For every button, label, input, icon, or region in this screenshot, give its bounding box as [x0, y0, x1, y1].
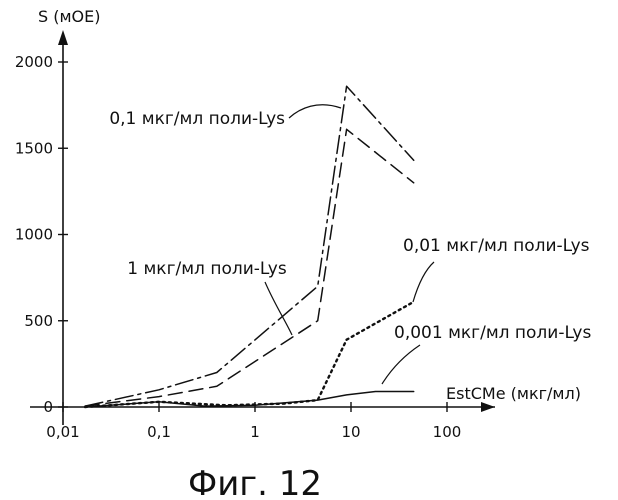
figure-caption: Фиг. 12	[188, 464, 322, 500]
series-line-1	[85, 86, 414, 406]
series-label: 0,1 мкг/мл поли-Lys	[109, 109, 285, 129]
y-tick-label: 500	[24, 312, 53, 330]
axes: 0 500 1000 1500 2000 0,01 0,1 1 10 100 S (мОЕ) EstC…	[15, 7, 581, 441]
y-axis-arrow	[58, 30, 68, 45]
x-tick-label: 1	[250, 423, 260, 441]
series-label: 0,01 мкг/мл поли-Lys	[403, 236, 590, 256]
y-axis-label: S (мОЕ)	[38, 7, 101, 26]
x-axis-arrow	[481, 402, 495, 412]
labels-layer: 0,1 мкг/мл поли-Lys 1 мкг/мл поли-Lys 0,01…	[109, 105, 591, 384]
series-label-leader	[413, 262, 434, 302]
series-line-3	[85, 302, 414, 407]
x-tick-label: 0,01	[46, 423, 79, 441]
series-label-leader	[265, 282, 292, 335]
y-tick-label: 1000	[15, 226, 53, 244]
series-label: 0,001 мкг/мл поли-Lys	[394, 323, 591, 343]
series-label-leader	[289, 105, 341, 118]
series-label-leader	[382, 345, 420, 384]
x-tick-label: 10	[341, 423, 360, 441]
series-label: 1 мкг/мл поли-Lys	[127, 259, 287, 279]
x-axis-label: EstCMe (мкг/мл)	[446, 384, 581, 403]
x-tick-label: 100	[433, 423, 462, 441]
series-layer	[85, 86, 414, 407]
y-tick-label: 2000	[15, 53, 53, 71]
y-tick-label: 1500	[15, 139, 53, 157]
y-tick-label: 0	[43, 398, 53, 416]
x-tick-label: 0,1	[147, 423, 171, 441]
